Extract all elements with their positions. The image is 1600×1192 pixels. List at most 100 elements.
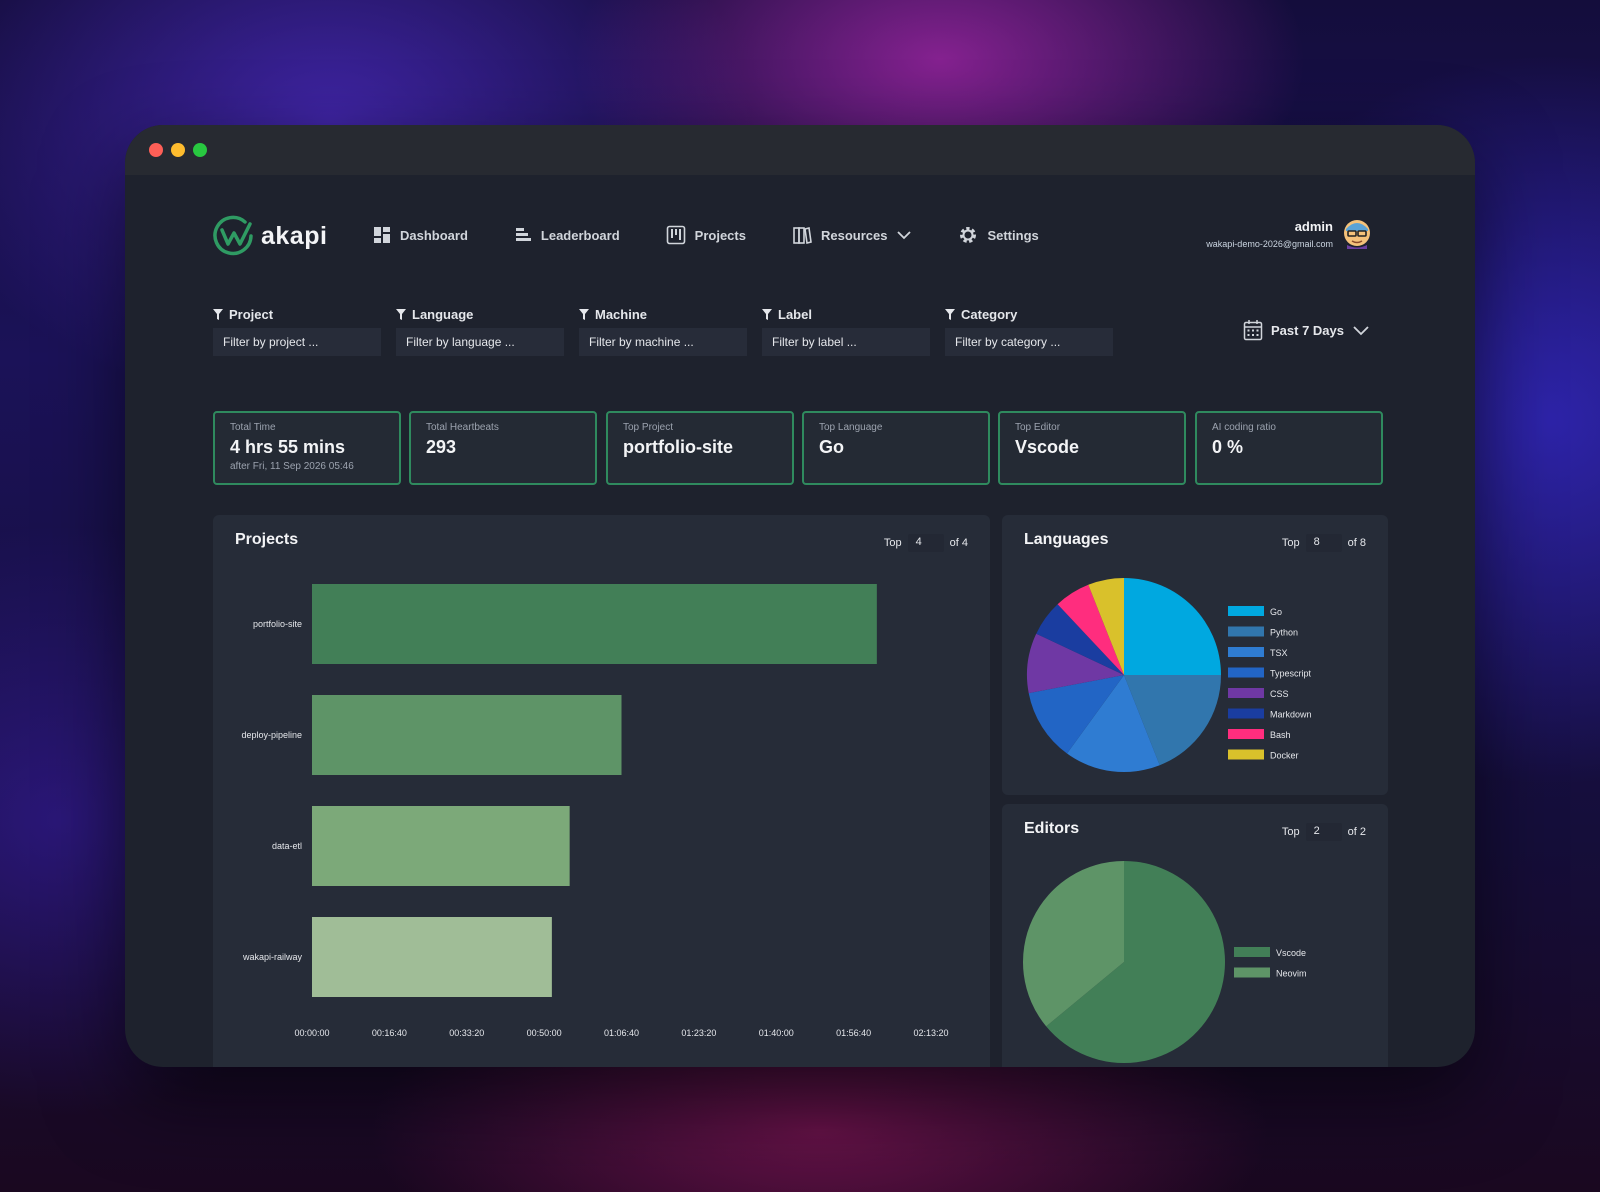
filter-language-label-row: Language bbox=[396, 307, 564, 322]
language-slice[interactable] bbox=[1028, 675, 1124, 754]
top-label: Top bbox=[1281, 826, 1300, 838]
gear-icon bbox=[960, 227, 977, 243]
project-bar-label: portfolio-site bbox=[253, 619, 302, 629]
project-bar-label: data-etl bbox=[272, 841, 302, 851]
language-slice[interactable] bbox=[1124, 578, 1221, 675]
filter-language-input[interactable] bbox=[396, 328, 564, 356]
project-bar[interactable] bbox=[312, 806, 570, 886]
dashboard-icon bbox=[374, 227, 390, 243]
stat-ai-coding-ratio: AI coding ratio 0 % bbox=[1195, 411, 1383, 485]
top-count-input[interactable]: 4 bbox=[907, 534, 944, 552]
legend-swatch bbox=[1234, 967, 1270, 978]
app-logo[interactable]: akapi bbox=[213, 215, 327, 257]
stat-value: Vscode bbox=[1015, 437, 1080, 457]
filter-category-label-row: Category bbox=[945, 307, 1113, 322]
legend-swatch bbox=[1228, 667, 1264, 678]
resources-icon bbox=[793, 227, 812, 244]
nav-settings-label: Settings bbox=[987, 227, 1039, 243]
stat-total-time: Total Time 4 hrs 55 mins after Fri, 11 S… bbox=[213, 411, 401, 485]
legend-swatch bbox=[1228, 647, 1264, 657]
filter-label-input[interactable] bbox=[762, 328, 930, 356]
project-bar[interactable] bbox=[312, 917, 552, 997]
app-window: akapi Dashboard Leaderboard bbox=[125, 125, 1475, 1067]
language-legend-label: Bash bbox=[1270, 730, 1291, 740]
stat-value: 0 % bbox=[1212, 437, 1244, 457]
leaderboard-icon bbox=[515, 228, 531, 241]
minimize-window-button[interactable] bbox=[171, 143, 185, 157]
filter-category: Category bbox=[945, 307, 1113, 356]
language-slice[interactable] bbox=[1066, 675, 1160, 772]
project-bar[interactable] bbox=[312, 695, 622, 775]
legend-swatch bbox=[1228, 708, 1264, 719]
app-name: akapi bbox=[261, 221, 328, 250]
x-axis-tick-label: 02:13:20 bbox=[913, 1028, 948, 1038]
filter-project-label: Project bbox=[229, 307, 274, 322]
maximize-window-button[interactable] bbox=[193, 143, 207, 157]
user-menu[interactable]: admin wakapi-demo-2026@gmail.com bbox=[1206, 219, 1371, 249]
filter-label-label-row: Label bbox=[762, 307, 930, 322]
filter-machine: Machine bbox=[579, 307, 747, 356]
filter-project: Project bbox=[213, 307, 381, 356]
language-slice[interactable] bbox=[1088, 578, 1124, 675]
editor-slice[interactable] bbox=[1046, 861, 1225, 1063]
nav-projects[interactable]: Projects bbox=[666, 225, 746, 245]
filter-language-label: Language bbox=[412, 307, 474, 322]
stat-value: 293 bbox=[426, 437, 457, 457]
stat-label: Top Language bbox=[819, 422, 883, 433]
top-count-input[interactable]: 2 bbox=[1305, 823, 1342, 841]
stat-value: portfolio-site bbox=[623, 437, 733, 457]
calendar-icon bbox=[1243, 320, 1263, 341]
filter-machine-input[interactable] bbox=[579, 328, 747, 356]
funnel-icon bbox=[945, 309, 955, 320]
nav-settings[interactable]: Settings bbox=[958, 225, 1039, 245]
nav-leaderboard[interactable]: Leaderboard bbox=[514, 225, 620, 245]
stat-top-editor: Top Editor Vscode bbox=[998, 411, 1186, 485]
language-legend-label: Markdown bbox=[1270, 710, 1312, 720]
user-info: admin wakapi-demo-2026@gmail.com bbox=[1206, 219, 1333, 249]
nav-dashboard-label: Dashboard bbox=[400, 227, 468, 243]
language-slice[interactable] bbox=[1124, 675, 1221, 766]
avatar[interactable] bbox=[1343, 219, 1371, 249]
language-legend-label: CSS bbox=[1270, 689, 1289, 699]
app-content: akapi Dashboard Leaderboard bbox=[125, 175, 1475, 1067]
language-legend-label: TSX bbox=[1270, 648, 1288, 658]
nav-dashboard[interactable]: Dashboard bbox=[373, 225, 468, 245]
x-axis-tick-label: 00:16:40 bbox=[372, 1028, 407, 1038]
editor-slice[interactable] bbox=[1023, 861, 1124, 1027]
date-range-selector[interactable]: Past 7 Days bbox=[1243, 319, 1370, 341]
legend-swatch bbox=[1228, 749, 1264, 760]
x-axis-tick-label: 00:50:00 bbox=[527, 1028, 562, 1038]
filter-category-input[interactable] bbox=[945, 328, 1113, 356]
stat-top-language: Top Language Go bbox=[802, 411, 990, 485]
editors-pie-chart: Vscode Neovim bbox=[1023, 861, 1307, 1063]
languages-panel: Languages Top 8 of 8 Go Python TSX Typescri… bbox=[1002, 515, 1388, 795]
funnel-icon bbox=[579, 309, 589, 320]
projects-bar-chart: portfolio-site deploy-pipeline data-etl wak… bbox=[241, 584, 949, 1038]
editors-panel-title: Editors bbox=[1024, 820, 1080, 837]
filter-language: Language bbox=[396, 307, 564, 356]
main-nav: Dashboard Leaderboard Projects bbox=[373, 225, 1039, 245]
editor-legend-label: Neovim bbox=[1276, 969, 1307, 979]
close-window-button[interactable] bbox=[149, 143, 163, 157]
filter-machine-label: Machine bbox=[595, 307, 648, 322]
chevron-down-icon bbox=[1353, 325, 1369, 335]
filter-machine-label-row: Machine bbox=[579, 307, 747, 322]
stat-label: AI coding ratio bbox=[1212, 422, 1276, 433]
nav-leaderboard-label: Leaderboard bbox=[540, 227, 620, 243]
nav-resources[interactable]: Resources bbox=[792, 225, 912, 245]
top-count-input[interactable]: 8 bbox=[1305, 534, 1342, 552]
language-slice[interactable] bbox=[1027, 633, 1124, 694]
of-label: of 4 bbox=[949, 537, 968, 549]
funnel-icon bbox=[213, 309, 223, 320]
filter-project-label-row: Project bbox=[213, 307, 381, 322]
editor-legend-label: Vscode bbox=[1276, 948, 1306, 958]
language-slice[interactable] bbox=[1057, 584, 1124, 675]
top-label: Top bbox=[883, 537, 902, 549]
x-axis-tick-label: 00:33:20 bbox=[449, 1028, 484, 1038]
filter-project-input[interactable] bbox=[213, 328, 381, 356]
filter-category-label: Category bbox=[961, 307, 1018, 322]
project-bar[interactable] bbox=[312, 584, 877, 664]
language-slice[interactable] bbox=[1036, 604, 1124, 675]
projects-panel-title: Projects bbox=[235, 531, 299, 548]
date-range-label: Past 7 Days bbox=[1271, 322, 1344, 338]
